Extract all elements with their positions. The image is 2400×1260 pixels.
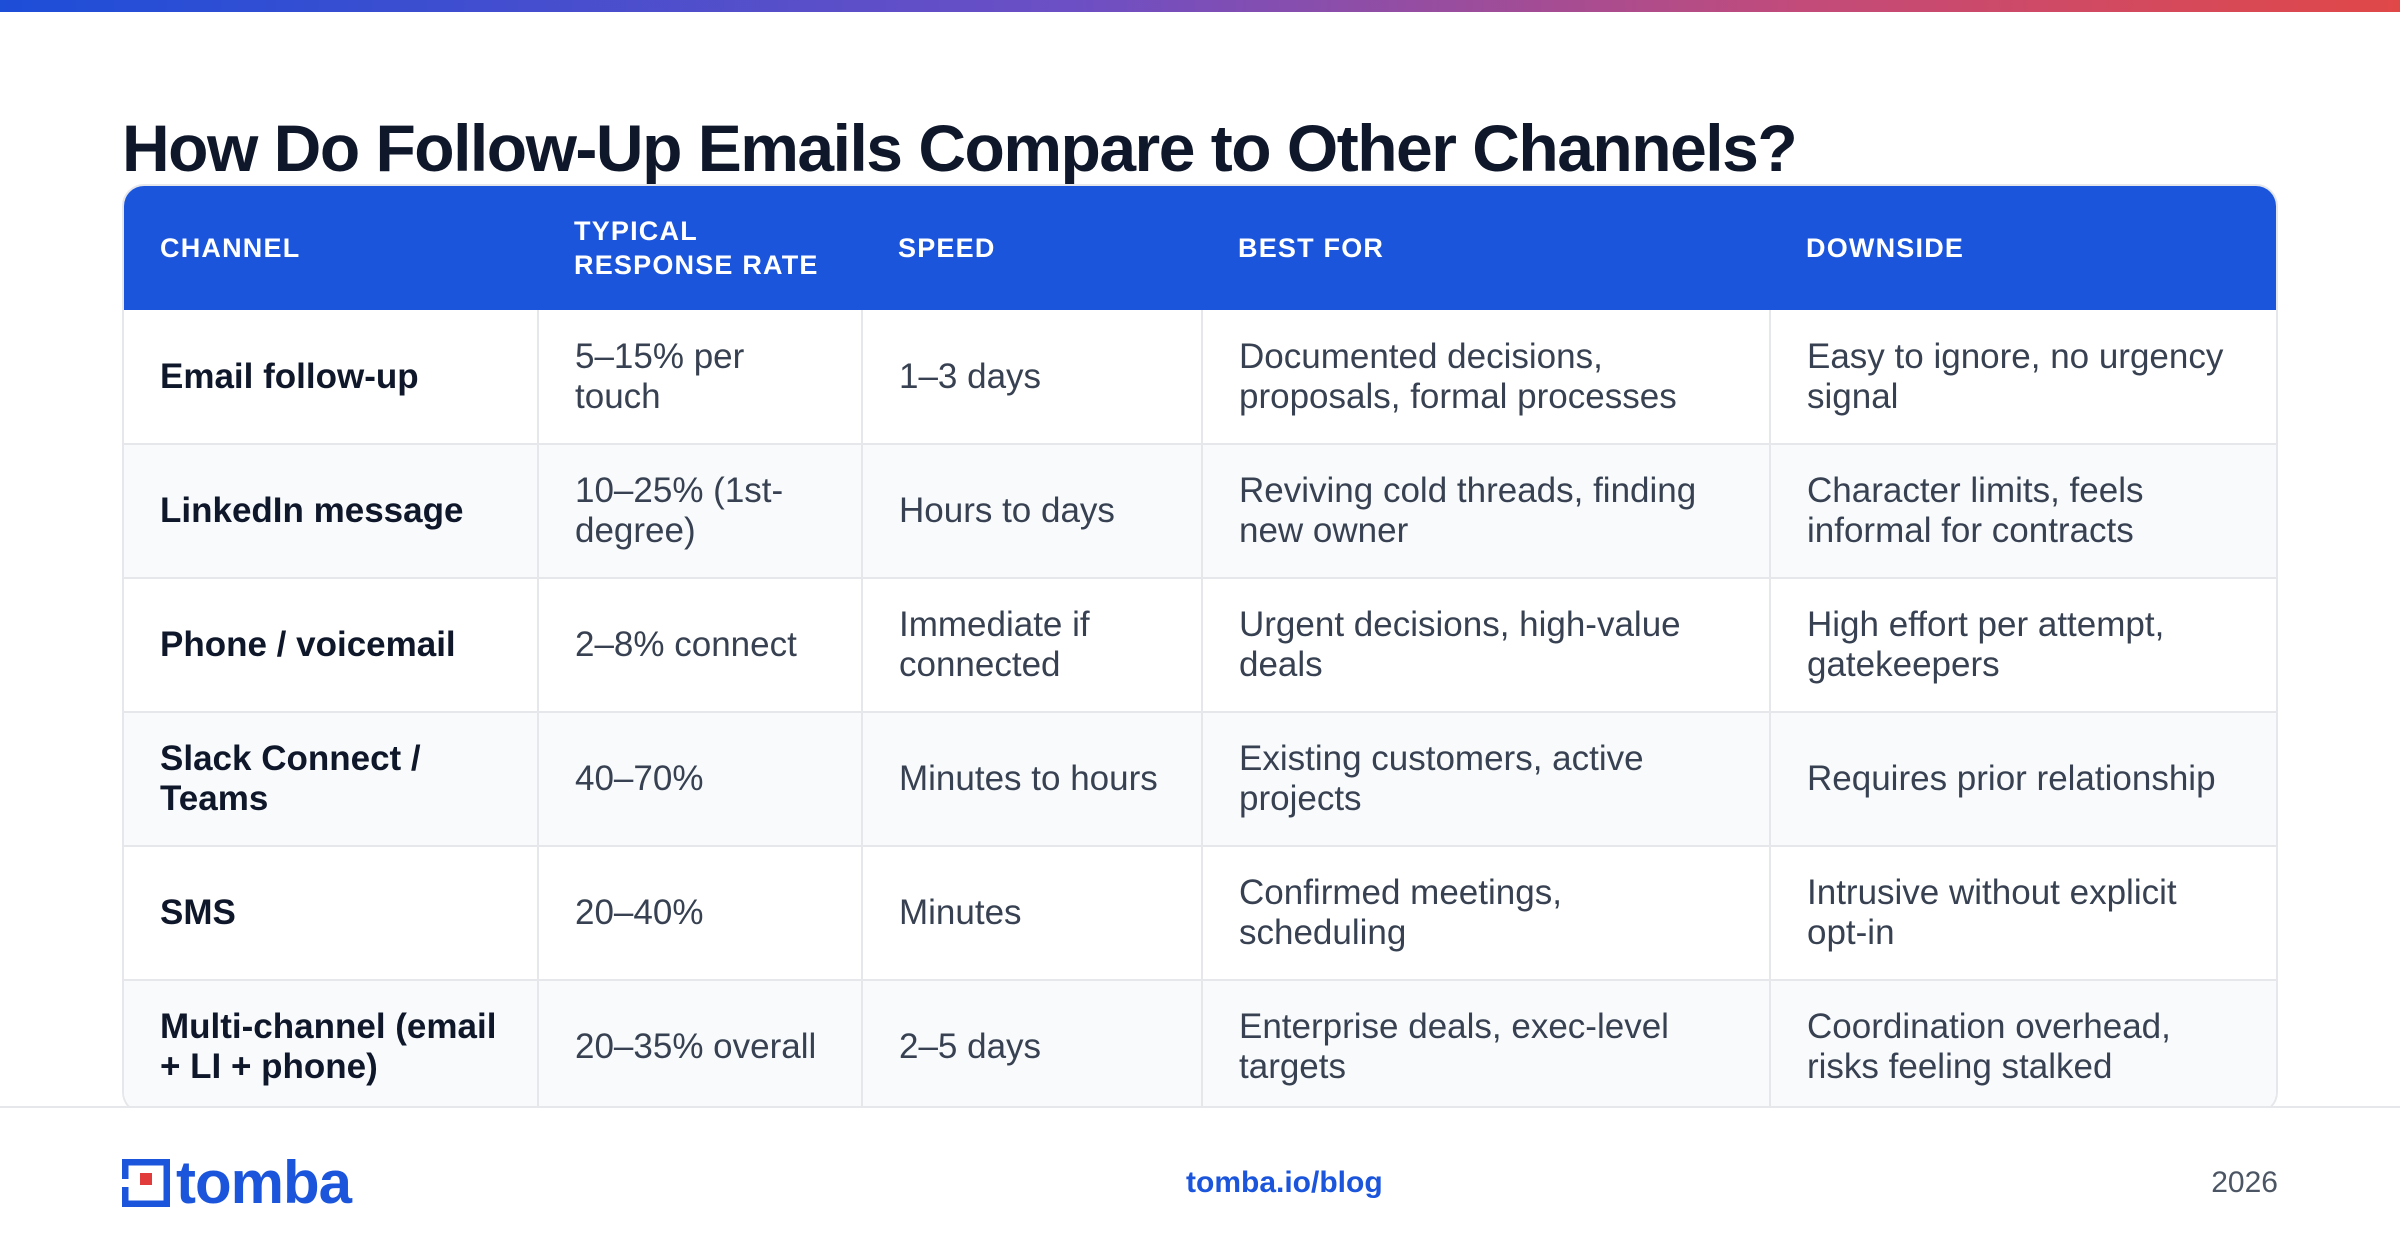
cell-speed: 1–3 days	[862, 310, 1203, 445]
cell-speed: Immediate if connected	[862, 578, 1203, 713]
header-best-for: BEST FOR	[1202, 186, 1770, 310]
cell-speed: Minutes to hours	[862, 712, 1203, 847]
tomba-logo-icon	[121, 1158, 171, 1208]
cell-downside: Easy to ignore, no urgency signal	[1770, 310, 2276, 445]
table-row: Phone / voicemail 2–8% connect Immediate…	[124, 578, 2276, 713]
tomba-logo[interactable]: tomba	[121, 1149, 352, 1216]
year-label: 2026	[2211, 1166, 2278, 1199]
cell-channel: SMS	[124, 846, 539, 981]
table-header-row: CHANNEL TYPICAL RESPONSE RATE SPEED BEST…	[124, 186, 2276, 310]
cell-best-for: Documented decisions, proposals, formal …	[1202, 310, 1771, 445]
page-title: How Do Follow-Up Emails Compare to Other…	[122, 111, 1798, 185]
table-row: Multi-channel (email + LI + phone) 20–35…	[124, 980, 2276, 1112]
cell-downside: Intrusive without explicit opt-in	[1770, 846, 2276, 981]
header-response-rate: TYPICAL RESPONSE RATE	[538, 186, 862, 310]
cell-downside: Requires prior relationship	[1770, 712, 2276, 847]
logo-text: tomba	[176, 1149, 352, 1216]
cell-channel: Slack Connect / Teams	[124, 712, 539, 847]
header-speed: SPEED	[862, 186, 1202, 310]
cell-speed: Hours to days	[862, 444, 1203, 579]
cell-best-for: Reviving cold threads, finding new owner	[1202, 444, 1771, 579]
cell-rate: 2–8% connect	[538, 578, 863, 713]
table-row: SMS 20–40% Minutes Confirmed meetings, s…	[124, 846, 2276, 981]
cell-best-for: Existing customers, active projects	[1202, 712, 1771, 847]
cell-speed: Minutes	[862, 846, 1203, 981]
cell-downside: Coordination overhead, risks feeling sta…	[1770, 980, 2276, 1112]
cell-channel: Phone / voicemail	[124, 578, 539, 713]
cell-best-for: Confirmed meetings, scheduling	[1202, 846, 1771, 981]
cell-downside: Character limits, feels informal for con…	[1770, 444, 2276, 579]
cell-best-for: Enterprise deals, exec-level targets	[1202, 980, 1771, 1112]
header-downside: DOWNSIDE	[1770, 186, 2276, 310]
cell-rate: 40–70%	[538, 712, 863, 847]
cell-rate: 20–40%	[538, 846, 863, 981]
cell-rate: 10–25% (1st-degree)	[538, 444, 863, 579]
top-gradient-bar	[0, 0, 2400, 12]
footer	[0, 1108, 2400, 1260]
cell-channel: LinkedIn message	[124, 444, 539, 579]
cell-rate: 20–35% overall	[538, 980, 863, 1112]
cell-rate: 5–15% per touch	[538, 310, 863, 445]
blog-link[interactable]: tomba.io/blog	[1186, 1166, 1383, 1199]
cell-channel: Email follow-up	[124, 310, 539, 445]
cell-speed: 2–5 days	[862, 980, 1203, 1112]
comparison-table: CHANNEL TYPICAL RESPONSE RATE SPEED BEST…	[122, 184, 2278, 1114]
footer-divider	[0, 1106, 2400, 1108]
cell-best-for: Urgent decisions, high-value deals	[1202, 578, 1771, 713]
cell-downside: High effort per attempt, gatekeepers	[1770, 578, 2276, 713]
table-row: Email follow-up 5–15% per touch 1–3 days…	[124, 310, 2276, 445]
cell-channel: Multi-channel (email + LI + phone)	[124, 980, 539, 1112]
table-row: LinkedIn message 10–25% (1st-degree) Hou…	[124, 444, 2276, 579]
header-channel: CHANNEL	[124, 186, 538, 310]
table-row: Slack Connect / Teams 40–70% Minutes to …	[124, 712, 2276, 847]
